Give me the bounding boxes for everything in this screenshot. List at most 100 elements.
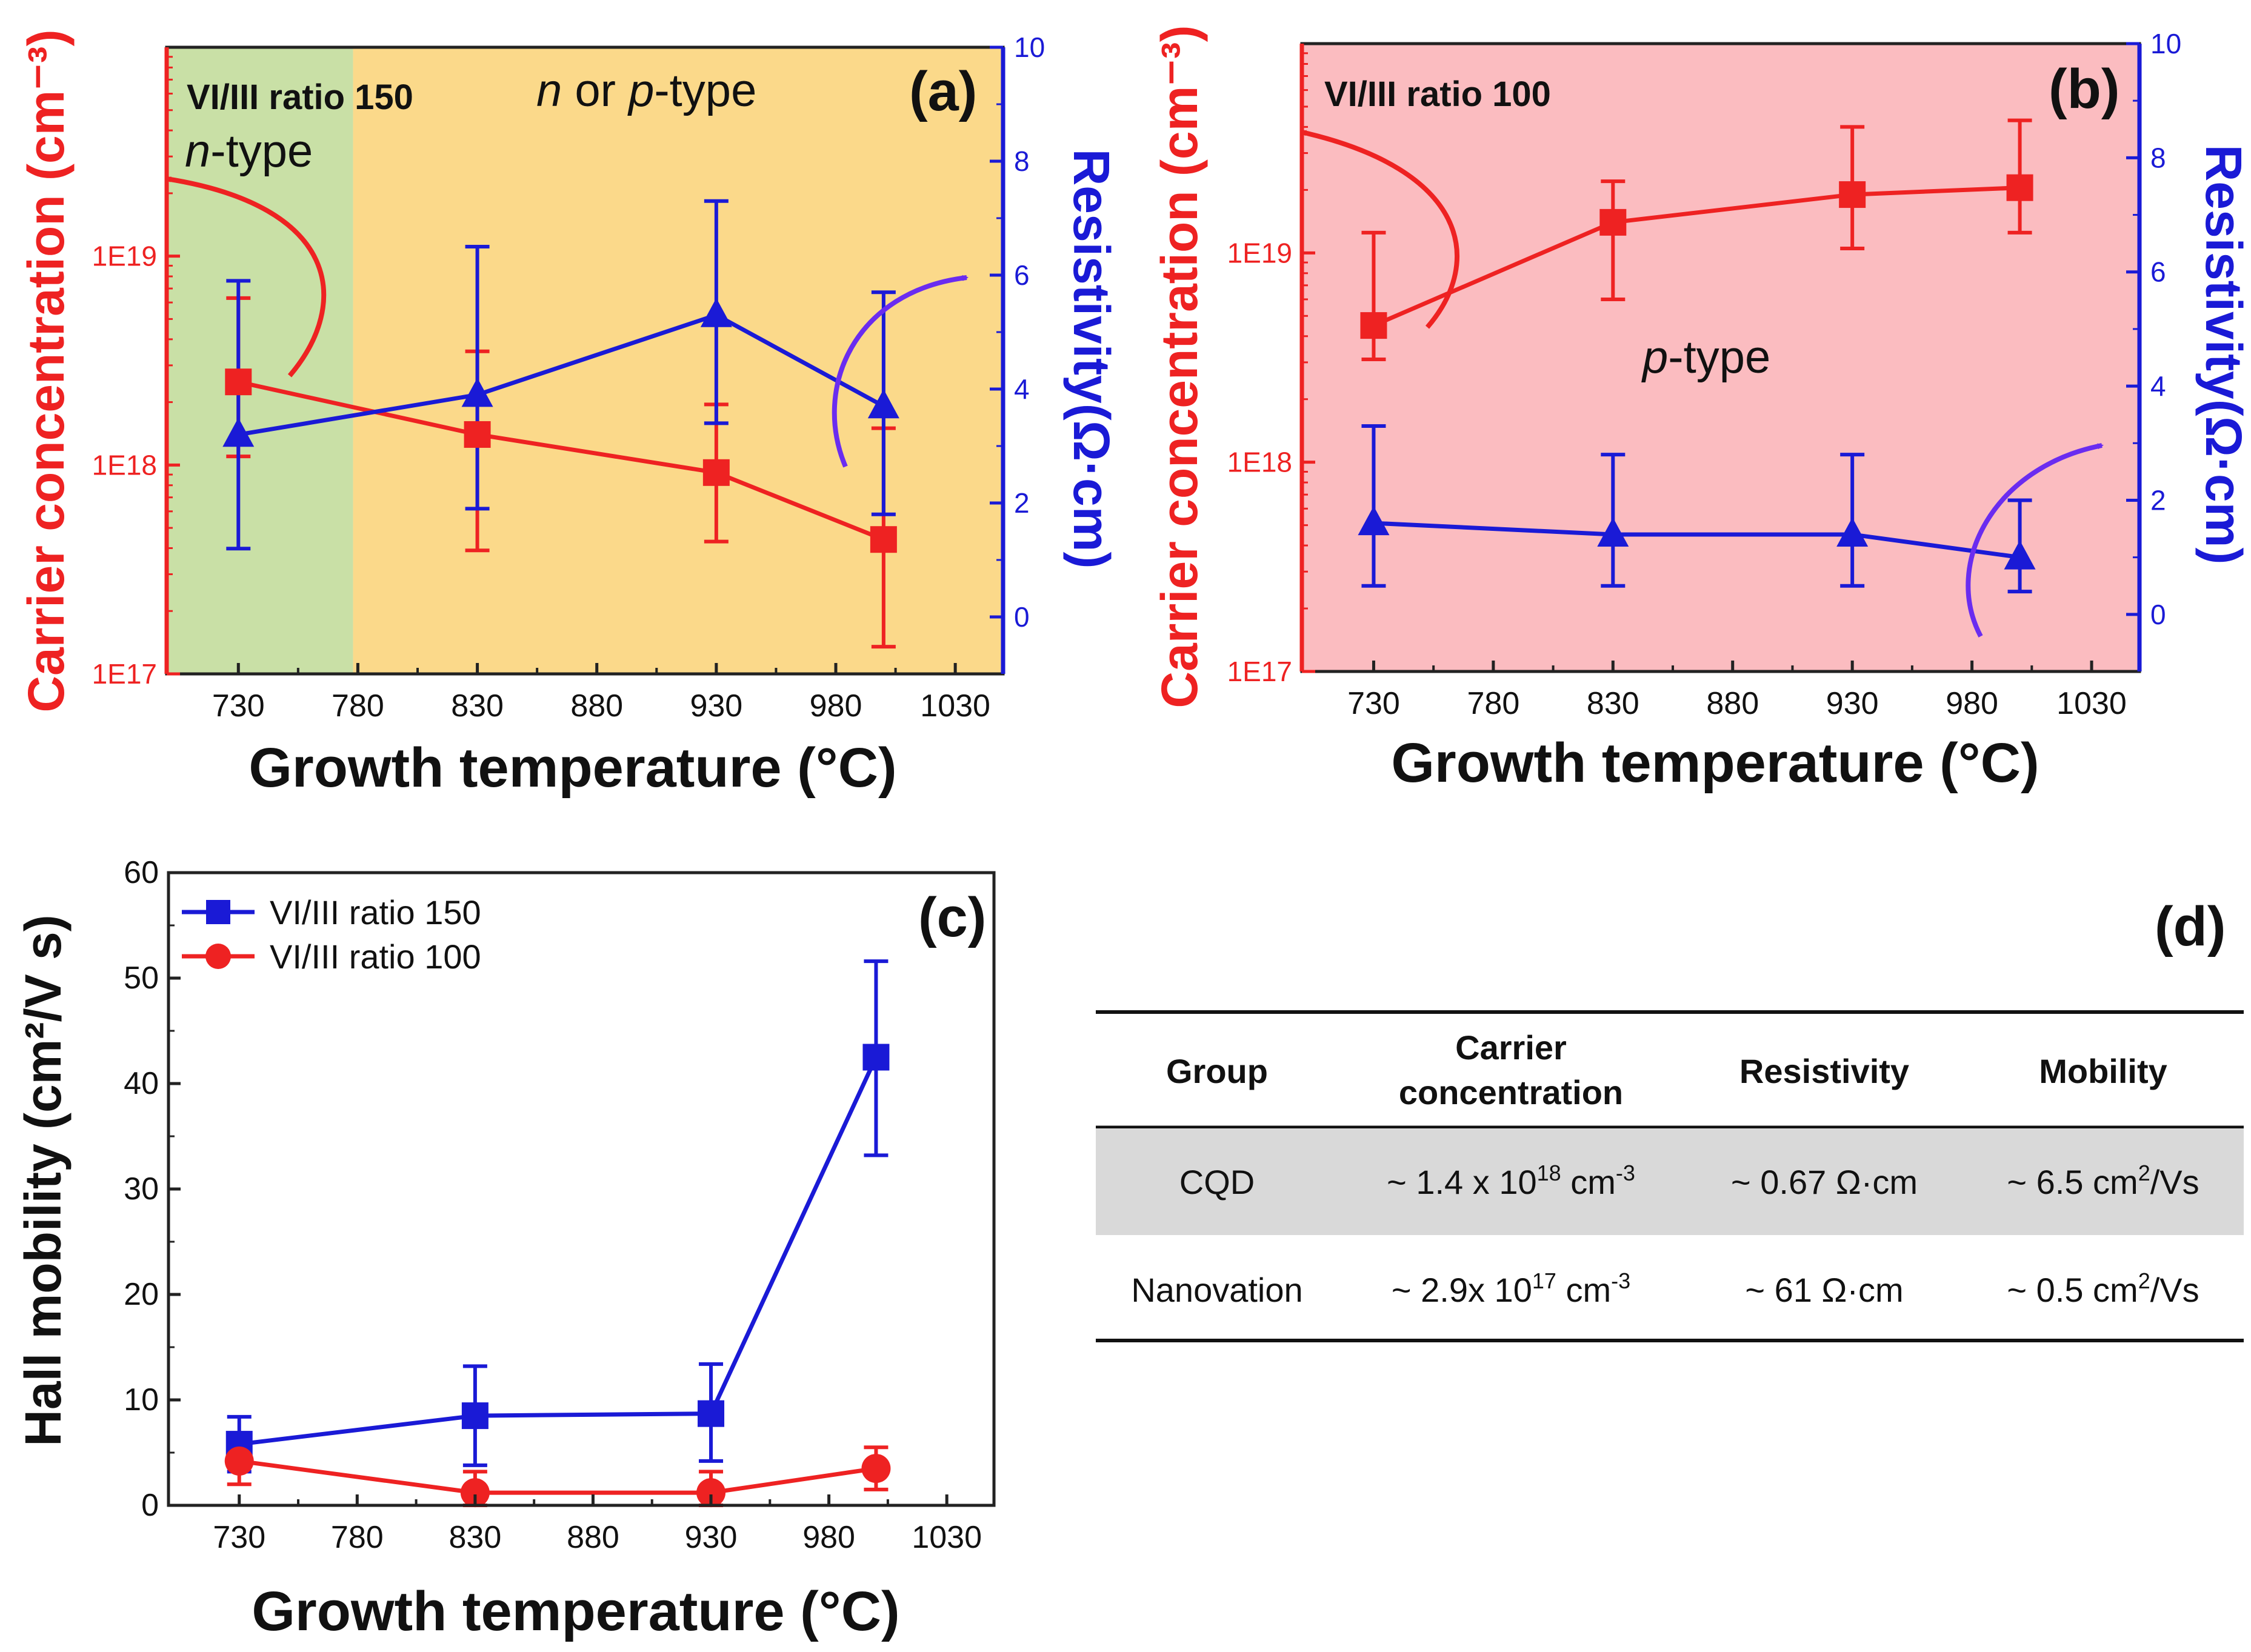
x-tick-label: 980: [802, 1520, 855, 1555]
legend-marker-square: [206, 900, 230, 924]
y-left-tick-label: 1E19: [1227, 237, 1292, 268]
legend-entry-ratio-150: VI/III ratio 150: [182, 893, 481, 931]
data-point-triangle: [1358, 506, 1390, 536]
y-right-tick-label: 4: [1014, 373, 1030, 405]
data-point-square: [1360, 312, 1387, 339]
ratio-annotation: VI/III ratio 100: [1324, 75, 1551, 114]
series-line-red: [1373, 185, 2020, 328]
y-left-tick-label: 1E18: [1227, 447, 1292, 478]
data-point-triangle: [1597, 517, 1629, 547]
y-tick-label: 60: [124, 855, 159, 890]
data-point-circle: [861, 1454, 891, 1484]
data-point-square: [698, 1400, 725, 1427]
data-point-square: [461, 1402, 489, 1430]
data-point-square: [870, 526, 897, 553]
x-tick-label: 730: [1347, 686, 1400, 721]
n-type-label: n-type: [185, 125, 313, 177]
x-tick-label: 730: [212, 688, 265, 724]
y-left-tick-label: 1E18: [92, 449, 157, 481]
y-tick-label: 20: [124, 1277, 159, 1312]
x-axis-title: Growth temperature (°C): [252, 1580, 899, 1642]
x-tick-label: 1030: [2056, 686, 2127, 721]
x-tick-label: 780: [331, 1520, 384, 1555]
data-point-circle: [696, 1478, 726, 1508]
cell-mobility: ~ 0.5 cm2/Vs: [2007, 1268, 2199, 1309]
panel-label: (b): [2049, 58, 2119, 120]
data-point-triangle: [700, 298, 732, 327]
x-tick-label: 880: [1706, 686, 1759, 721]
x-tick-label: 880: [570, 688, 623, 724]
region-p-type: [1302, 44, 2139, 671]
region-n-or-p-type: [353, 47, 1003, 674]
data-point-square: [225, 368, 252, 396]
data-point-square: [702, 459, 730, 486]
x-tick-label: 830: [451, 688, 504, 724]
y-tick-label: 40: [124, 1066, 159, 1101]
data-point-triangle: [1836, 517, 1869, 547]
x-tick-label: 1030: [912, 1520, 982, 1555]
y-left-tick-label: 1E17: [1227, 656, 1292, 687]
series-line-red: [238, 379, 885, 542]
y-right-tick-label: 6: [2150, 256, 2166, 288]
series-line-blue: [238, 312, 885, 437]
cell-carrier: ~ 2.9x 1017 cm-3: [1392, 1268, 1630, 1309]
legend-label: VI/III ratio 150: [270, 893, 481, 931]
data-point-triangle: [222, 418, 255, 447]
data-point-square: [1599, 208, 1627, 236]
x-axis-title: Growth temperature (°C): [1391, 732, 2039, 794]
data-point-square: [464, 421, 491, 448]
cell-group: Nanovation: [1131, 1271, 1302, 1309]
y-left-tick-label: 1E17: [92, 658, 157, 690]
region-n-type: [167, 47, 353, 674]
y-right-tick-label: 2: [1014, 487, 1030, 519]
y-axis-title: Hall mobility (cm²/V s): [15, 914, 72, 1447]
y-right-tick-label: 10: [2150, 28, 2181, 59]
arrow-to-left-axis: [1300, 130, 1459, 329]
data-point-circle: [224, 1446, 254, 1476]
header-carrier-line2: concentration: [1399, 1073, 1623, 1111]
y-tick-label: 30: [124, 1171, 159, 1207]
cell-mobility: ~ 6.5 cm2/Vs: [2007, 1161, 2199, 1201]
cell-resistivity: ~ 0.67 Ω·cm: [1731, 1163, 1918, 1201]
x-axis-title: Growth temperature (°C): [248, 737, 896, 799]
panel-a: 1E17 1E18 1E19 0 2 4 6 8 10 730 780 830 880 930 980 103…: [18, 29, 1120, 799]
y-left-tick-label: 1E19: [92, 241, 157, 272]
table-row: CQD ~ 1.4 x 1018 cm-3 ~ 0.67 Ω·cm ~ 6.5 …: [1179, 1161, 2199, 1201]
legend-label: VI/III ratio 100: [270, 938, 481, 976]
x-tick-label: 830: [449, 1520, 502, 1555]
x-tick-label: 830: [1587, 686, 1639, 721]
y-axis-left-title: Carrier concentration (cm⁻³): [18, 29, 75, 712]
y-axis-right-title: Resistivity(Ω·cm): [2195, 145, 2251, 565]
x-tick-label: 930: [1826, 686, 1879, 721]
x-tick-label: 980: [1946, 686, 1998, 721]
x-tick-label: 1030: [920, 688, 990, 724]
header-group: Group: [1166, 1052, 1268, 1090]
arrow-to-right-axis: [832, 275, 969, 468]
data-point-triangle: [2004, 540, 2036, 570]
n-or-p-type-label: n or p-type: [536, 65, 756, 116]
y-right-tick-label: 10: [1014, 32, 1045, 63]
x-tick-label: 930: [690, 688, 742, 724]
data-point-square: [2006, 174, 2033, 201]
data-point-square: [862, 1044, 890, 1071]
panel-label: (c): [918, 887, 986, 948]
y-right-tick-label: 6: [1014, 259, 1030, 291]
y-right-tick-label: 0: [2150, 599, 2166, 630]
y-right-tick-label: 4: [2150, 370, 2166, 402]
x-tick-label: 780: [332, 688, 384, 724]
header-resistivity: Resistivity: [1739, 1052, 1909, 1090]
y-right-tick-label: 2: [2150, 484, 2166, 516]
x-tick-label: 730: [213, 1520, 265, 1555]
legend-marker-circle: [205, 944, 231, 969]
y-right-tick-label: 8: [2150, 142, 2166, 173]
p-type-label: p-type: [1641, 331, 1770, 383]
data-point-triangle: [461, 378, 493, 407]
data-point-triangle: [867, 389, 899, 419]
legend: VI/III ratio 150 VI/III ratio 100: [182, 893, 481, 976]
series-line-blue: [1373, 521, 2021, 560]
x-tick-label: 930: [685, 1520, 738, 1555]
cell-resistivity: ~ 61 Ω·cm: [1745, 1271, 1903, 1309]
y-axis-left-title: Carrier concentration (cm⁻³): [1151, 25, 1208, 708]
x-tick-label: 780: [1467, 686, 1520, 721]
